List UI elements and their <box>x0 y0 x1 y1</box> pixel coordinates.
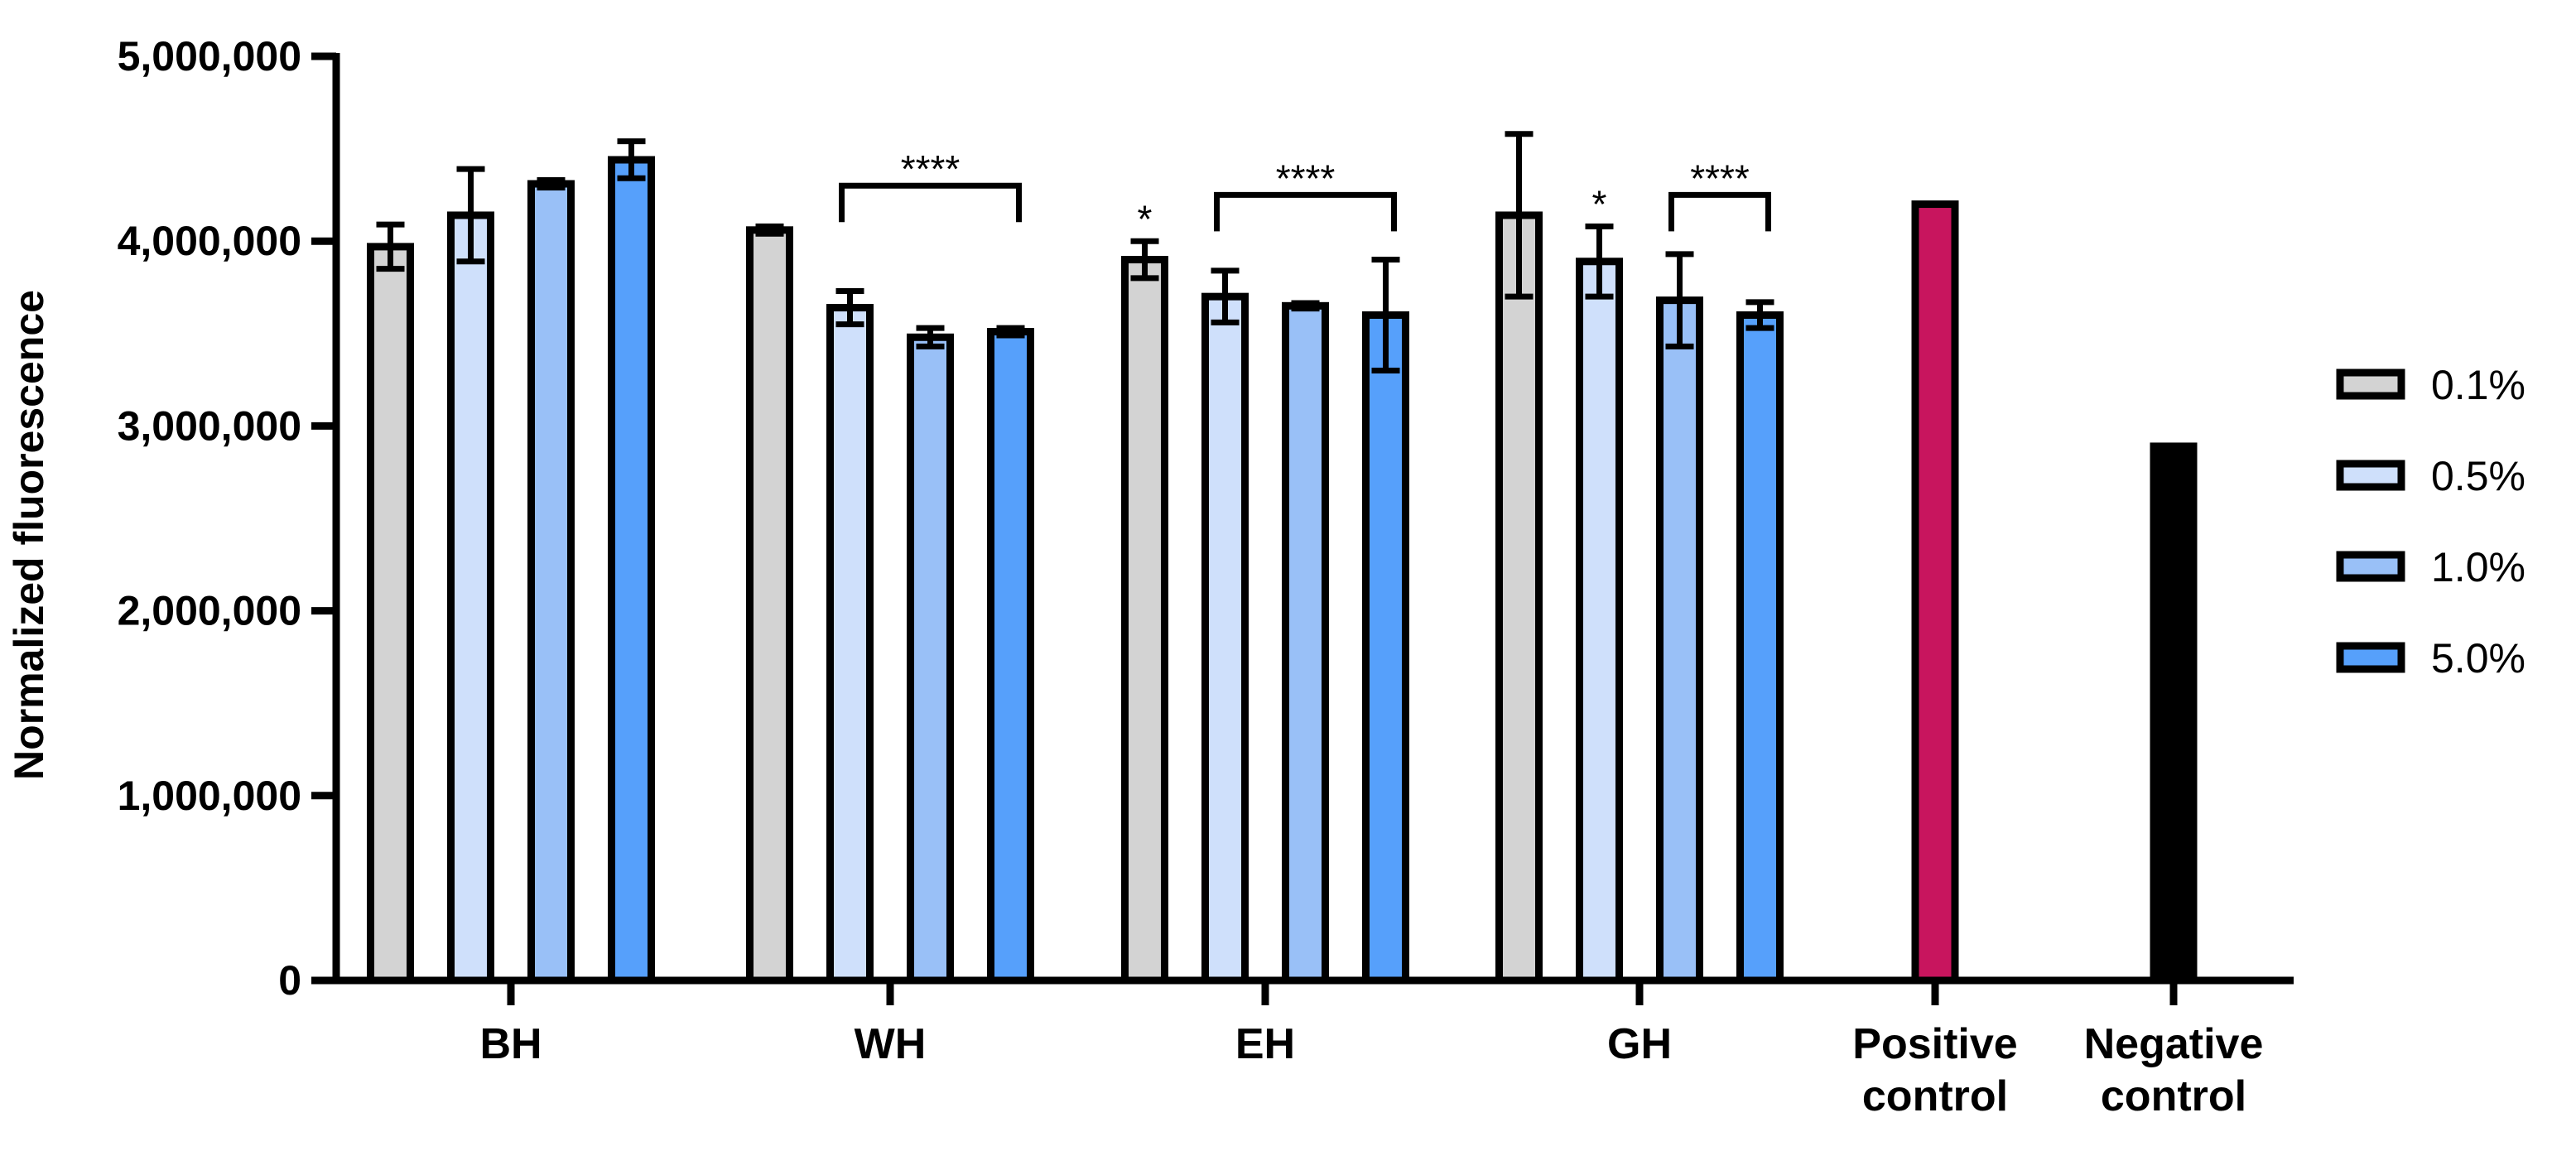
legend-swatch <box>2336 460 2405 491</box>
y-tick-label: 1,000,000 <box>118 773 301 819</box>
bar <box>1121 256 1168 985</box>
legend-swatch <box>2336 551 2405 582</box>
bar <box>2150 442 2198 985</box>
significance-bracket <box>839 182 1022 223</box>
bar <box>367 243 414 985</box>
bar <box>447 211 494 985</box>
bar <box>1282 301 1329 985</box>
bar <box>1656 296 1703 985</box>
legend-label: 0.1% <box>2431 362 2525 408</box>
y-tick-label: 3,000,000 <box>118 402 301 449</box>
significance-star: * <box>1138 197 1153 240</box>
bar <box>826 304 874 985</box>
bar <box>1201 292 1249 985</box>
x-category-label: Positive <box>1852 1020 2017 1068</box>
legend-label: 5.0% <box>2431 635 2525 682</box>
y-tick-label: 2,000,000 <box>118 588 301 634</box>
x-category-label: WH <box>855 1020 927 1068</box>
y-tick-label: 4,000,000 <box>118 218 301 264</box>
x-category-label: control <box>2101 1072 2246 1120</box>
bar <box>1362 311 1409 985</box>
legend-label: 0.5% <box>2431 453 2525 499</box>
legend-label: 1.0% <box>2431 544 2525 590</box>
significance-bracket <box>1668 191 1771 232</box>
bar <box>1911 200 1959 985</box>
x-category-label: Negative <box>2084 1020 2264 1068</box>
significance-bracket <box>1214 191 1397 232</box>
bar <box>608 156 655 985</box>
legend-swatch <box>2336 368 2405 400</box>
y-axis-title-group: Normalized fluorescence <box>6 290 52 780</box>
legend: 0.1% 0.5% 1.0% 5.0% <box>2336 362 2525 682</box>
x-category-label: GH <box>1607 1020 1672 1068</box>
y-axis-title: Normalized fluorescence <box>6 290 52 780</box>
significance-annotations: ************** <box>839 147 1771 240</box>
x-category-label: EH <box>1235 1020 1295 1068</box>
significance-label: **** <box>901 147 961 190</box>
significance-label: **** <box>1276 157 1336 200</box>
x-category-label: BH <box>479 1020 542 1068</box>
significance-star: * <box>1592 183 1607 226</box>
bar <box>1576 258 1623 985</box>
x-category-label: control <box>1862 1072 2008 1120</box>
bar <box>746 226 793 985</box>
y-tick-label: 0 <box>278 957 301 1004</box>
bar <box>527 180 575 985</box>
legend-swatch <box>2336 642 2405 673</box>
bar <box>1736 311 1784 985</box>
bars-layer <box>367 131 2198 985</box>
y-tick-label: 5,000,000 <box>118 33 301 79</box>
y-axis: 0 1,000,000 2,000,000 3,000,000 4,000,000 5,0… <box>118 33 340 1004</box>
bar <box>987 328 1034 985</box>
bar <box>1495 211 1543 985</box>
bar <box>907 333 954 985</box>
significance-label: **** <box>1690 157 1750 200</box>
